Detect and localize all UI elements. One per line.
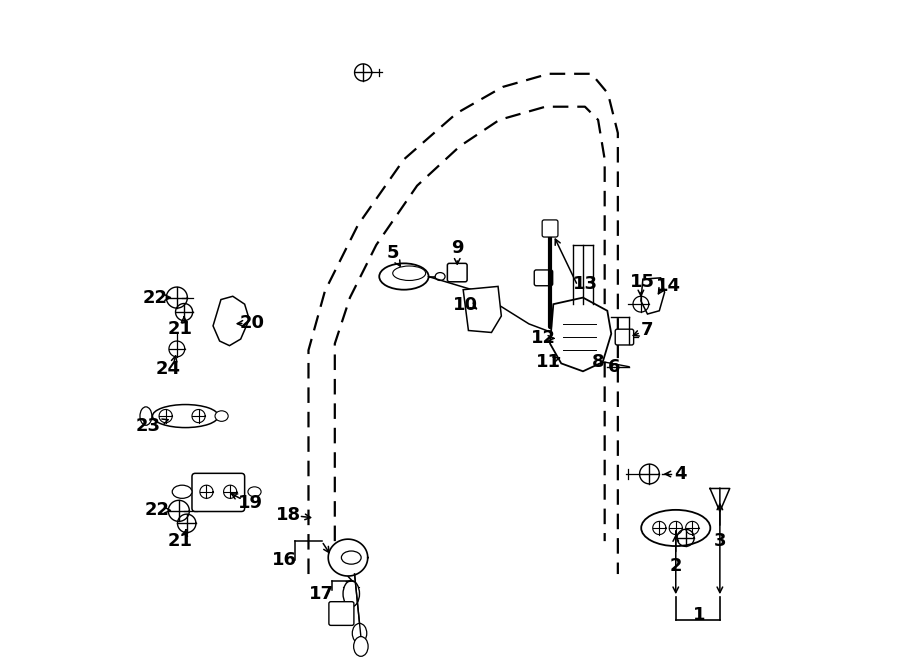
Text: 2: 2 [670,557,682,575]
Text: 15: 15 [630,273,655,291]
FancyBboxPatch shape [192,473,245,512]
Text: 14: 14 [656,277,681,295]
Text: 23: 23 [136,417,161,435]
Ellipse shape [641,510,710,546]
Text: 9: 9 [451,239,464,257]
Polygon shape [710,488,730,512]
Ellipse shape [343,580,359,607]
Text: 11: 11 [536,353,562,371]
Text: 18: 18 [276,506,302,524]
Text: 16: 16 [272,551,297,568]
Ellipse shape [379,263,428,290]
Text: 19: 19 [238,494,263,512]
FancyBboxPatch shape [616,329,634,345]
Text: 6: 6 [608,358,621,375]
Ellipse shape [341,551,361,564]
Text: 3: 3 [714,532,726,550]
Text: 22: 22 [145,500,169,518]
Ellipse shape [392,266,426,280]
Text: 4: 4 [674,465,687,483]
FancyBboxPatch shape [542,220,558,237]
FancyBboxPatch shape [328,602,354,625]
Text: 21: 21 [167,532,193,550]
Text: 13: 13 [573,276,598,293]
FancyBboxPatch shape [447,263,467,282]
Polygon shape [464,286,501,332]
Text: 24: 24 [156,360,181,377]
Ellipse shape [172,485,192,498]
Polygon shape [641,278,664,314]
Text: 5: 5 [386,244,399,262]
Text: 10: 10 [454,297,478,315]
FancyBboxPatch shape [535,270,553,286]
Text: 1: 1 [693,606,705,624]
Ellipse shape [140,407,152,425]
Text: 17: 17 [309,585,334,603]
Text: 22: 22 [142,289,167,307]
Ellipse shape [354,637,368,656]
Polygon shape [550,297,611,371]
Text: 21: 21 [167,320,193,338]
Text: 20: 20 [240,313,265,332]
Polygon shape [213,296,249,346]
Polygon shape [328,539,368,576]
Ellipse shape [152,405,219,428]
Text: 8: 8 [592,353,605,371]
Text: 7: 7 [641,321,653,340]
Ellipse shape [436,272,446,280]
Ellipse shape [352,623,367,643]
Ellipse shape [215,410,229,421]
Text: 12: 12 [531,329,556,348]
Ellipse shape [248,487,261,496]
